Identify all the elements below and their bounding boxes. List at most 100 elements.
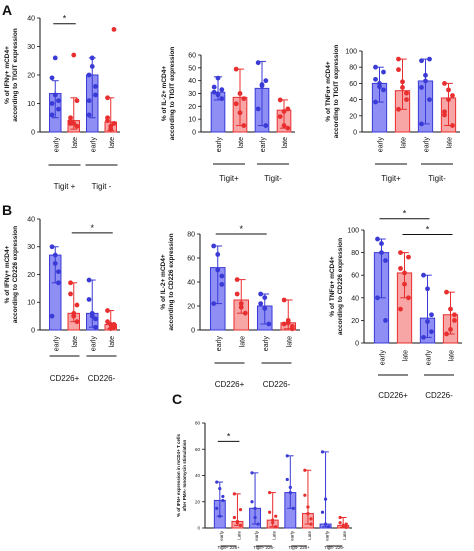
y-tick-label: 40 (27, 216, 35, 223)
data-point (263, 78, 268, 83)
data-point (212, 85, 217, 90)
y-tick-label: 40 (195, 473, 201, 478)
data-point (396, 107, 401, 112)
data-point (446, 87, 451, 92)
y-axis-label: according to CD226 expression (337, 238, 344, 335)
group-label: Tigit+ 226- (253, 545, 275, 550)
data-point (429, 329, 434, 334)
group-label: CD226- (425, 391, 453, 400)
x-tick-label: early (219, 530, 224, 541)
data-point (398, 266, 403, 271)
x-tick-label: Late (236, 531, 241, 540)
data-point (68, 292, 73, 297)
y-tick-label: 60 (195, 447, 201, 452)
data-point (425, 286, 430, 291)
data-point (423, 73, 428, 78)
x-tick-label: late (239, 336, 246, 347)
data-point (375, 237, 380, 242)
data-point (419, 122, 424, 127)
data-point (268, 511, 271, 514)
y-tick-label: 0 (31, 129, 35, 136)
data-point (87, 278, 92, 283)
data-point (50, 314, 55, 319)
data-point (256, 107, 261, 112)
data-point (282, 322, 287, 327)
x-tick-label: Late (272, 531, 277, 540)
data-point (215, 252, 220, 257)
chart-4: 0 10 20 30 40 % of IFNγ+ mCD4+ according to CD… (4, 216, 120, 383)
significance-star: * (239, 224, 243, 234)
data-point (309, 517, 312, 520)
significance-star: * (63, 14, 67, 24)
group-label: Tigit - (92, 182, 112, 191)
data-point (448, 307, 453, 312)
data-point (53, 261, 58, 266)
data-point (383, 318, 388, 323)
data-point (448, 327, 453, 332)
group-label: CD226- (88, 374, 116, 383)
data-point (292, 507, 295, 510)
group-label: Tigit+ 226+ (217, 545, 240, 550)
x-tick-label: early (424, 137, 431, 153)
data-point (53, 253, 58, 258)
x-tick-label: late (403, 350, 410, 361)
data-point (260, 83, 265, 88)
chart-1: 0 10 20 30 40 % of IFNγ+ mCD4+ according to TI… (4, 14, 120, 191)
y-tick-label: 30 (27, 44, 35, 51)
y-axis-label: after PMA- Ionomycin stimulation (182, 440, 187, 512)
y-tick-label: 50 (188, 65, 196, 72)
data-point (90, 56, 95, 61)
data-point (406, 295, 411, 300)
y-tick-label: 60 (349, 81, 357, 88)
data-point (262, 306, 267, 311)
data-point (90, 64, 95, 69)
x-tick-label: late (447, 137, 454, 148)
data-point (263, 123, 268, 128)
data-point (268, 491, 271, 494)
data-point (218, 487, 221, 490)
y-axis-label: % of IFN+ expression in mCD4+ T cells (176, 433, 181, 517)
data-point (429, 312, 434, 317)
data-point (262, 295, 267, 300)
data-point (211, 301, 216, 306)
x-tick-label: late (238, 137, 245, 148)
y-tick-label: 10 (188, 117, 196, 124)
x-tick-label: early (216, 137, 223, 153)
data-point (53, 56, 58, 61)
x-tick-label: late (72, 137, 79, 148)
data-point (93, 84, 98, 89)
y-tick-label: 80 (351, 250, 359, 257)
data-point (239, 508, 242, 511)
data-point (324, 498, 327, 501)
data-point (250, 500, 253, 503)
x-tick-label: late (72, 336, 79, 347)
data-point (241, 123, 246, 128)
data-point (379, 241, 384, 246)
x-tick-label: early (289, 530, 294, 541)
y-axis-label: according to CD226 expression (168, 233, 175, 330)
data-point (235, 277, 240, 282)
data-point (56, 269, 61, 274)
y-tick-label: 0 (353, 129, 357, 136)
data-point (373, 100, 378, 105)
data-point (105, 95, 110, 100)
x-tick-label: late (401, 137, 408, 148)
y-tick-label: 30 (27, 244, 35, 251)
data-point (321, 450, 324, 453)
data-point (75, 124, 80, 129)
data-point (444, 290, 449, 295)
y-axis-label: % of TNFα+ mCD4+ (329, 256, 336, 317)
y-tick-label: 40 (27, 15, 35, 22)
group-label: Tigit- 226+ (289, 545, 311, 550)
data-point (219, 87, 224, 92)
group-label: Tigit- (264, 174, 282, 183)
data-point (345, 526, 348, 529)
data-point (274, 525, 277, 528)
data-point (93, 325, 98, 330)
data-point (216, 92, 221, 97)
data-point (233, 492, 236, 495)
y-axis-label: according to TIGIT expression (169, 47, 176, 141)
data-point (404, 91, 409, 96)
data-point (398, 307, 403, 312)
data-point (253, 507, 256, 510)
